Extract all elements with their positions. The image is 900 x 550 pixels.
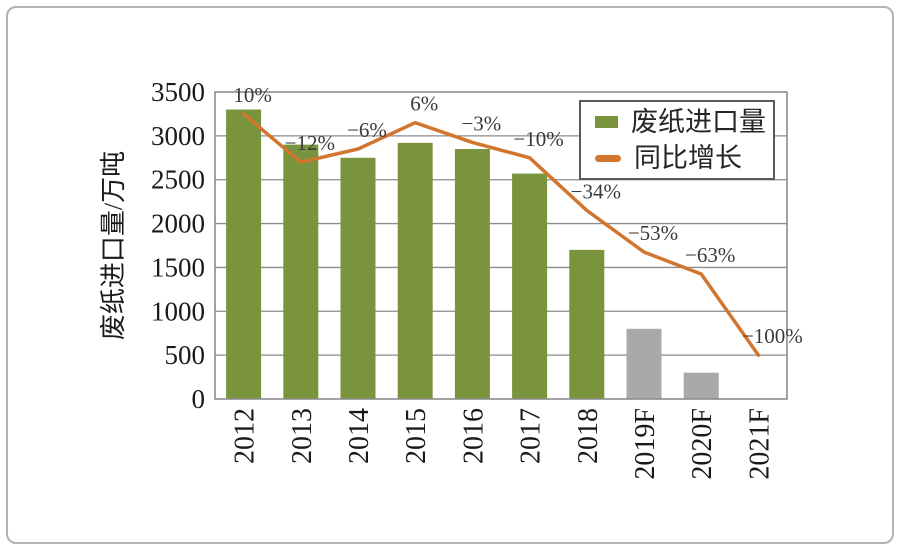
growth-line bbox=[241, 112, 761, 357]
growth-label-2015: 6% bbox=[410, 92, 438, 116]
x-tick-label-2021F: 2021F bbox=[744, 408, 775, 480]
x-tick-label-2020F: 2020F bbox=[687, 408, 718, 480]
growth-label-2014: −6% bbox=[347, 118, 387, 142]
x-tick-label-2017: 2017 bbox=[516, 408, 547, 464]
growth-label-2021F: −100% bbox=[742, 324, 803, 348]
y-tick-label: 2000 bbox=[151, 209, 205, 239]
y-tick-label: 1000 bbox=[151, 296, 205, 326]
legend-item-imports: 废纸进口量 bbox=[595, 106, 773, 137]
bar-2020F bbox=[683, 372, 719, 399]
plot-border bbox=[214, 91, 788, 400]
x-tick-label-2014: 2014 bbox=[344, 408, 375, 464]
bar-2012 bbox=[226, 109, 262, 400]
growth-label-2013: −12% bbox=[285, 131, 335, 155]
bar-2014 bbox=[340, 157, 376, 399]
x-tick-label-2018: 2018 bbox=[573, 408, 604, 464]
x-tick-label-2015: 2015 bbox=[401, 408, 432, 464]
x-tick-label-2012: 2012 bbox=[230, 408, 261, 464]
x-tick-label-2016: 2016 bbox=[458, 408, 489, 464]
chart-legend: 废纸进口量 同比增长 bbox=[579, 100, 775, 180]
y-tick-label: 3500 bbox=[151, 77, 205, 107]
bar-2019F bbox=[626, 328, 662, 399]
growth-label-2016: −3% bbox=[461, 111, 501, 135]
x-tick-label-2019F: 2019F bbox=[630, 408, 661, 480]
y-tick-label: 3000 bbox=[151, 121, 205, 151]
y-axis-title: 废纸进口量/万吨 bbox=[99, 151, 128, 340]
growth-label-2020F: −63% bbox=[685, 243, 735, 267]
bar-series-swatch-icon bbox=[595, 116, 618, 128]
y-tick-label: 2500 bbox=[151, 165, 205, 195]
y-tick-label: 0 bbox=[192, 384, 206, 414]
y-tick-label: 1500 bbox=[151, 252, 205, 282]
legend-item-growth: 同比增长 bbox=[595, 142, 773, 173]
line-series-swatch-icon bbox=[595, 154, 621, 162]
bar-2016 bbox=[454, 149, 490, 399]
y-tick-label: 500 bbox=[165, 340, 206, 370]
legend-label-imports: 废纸进口量 bbox=[631, 106, 766, 137]
x-tick-label-2013: 2013 bbox=[287, 408, 318, 464]
bar-2018 bbox=[569, 249, 605, 399]
bar-2015 bbox=[397, 142, 433, 400]
growth-label-2017: −10% bbox=[513, 127, 563, 151]
growth-label-2018: −34% bbox=[571, 179, 621, 203]
bar-2017 bbox=[512, 173, 548, 399]
legend-label-growth: 同比增长 bbox=[634, 142, 742, 173]
growth-label-2012: 10% bbox=[233, 83, 272, 107]
growth-label-2019F: −53% bbox=[628, 221, 678, 245]
bar-2013 bbox=[283, 144, 319, 399]
